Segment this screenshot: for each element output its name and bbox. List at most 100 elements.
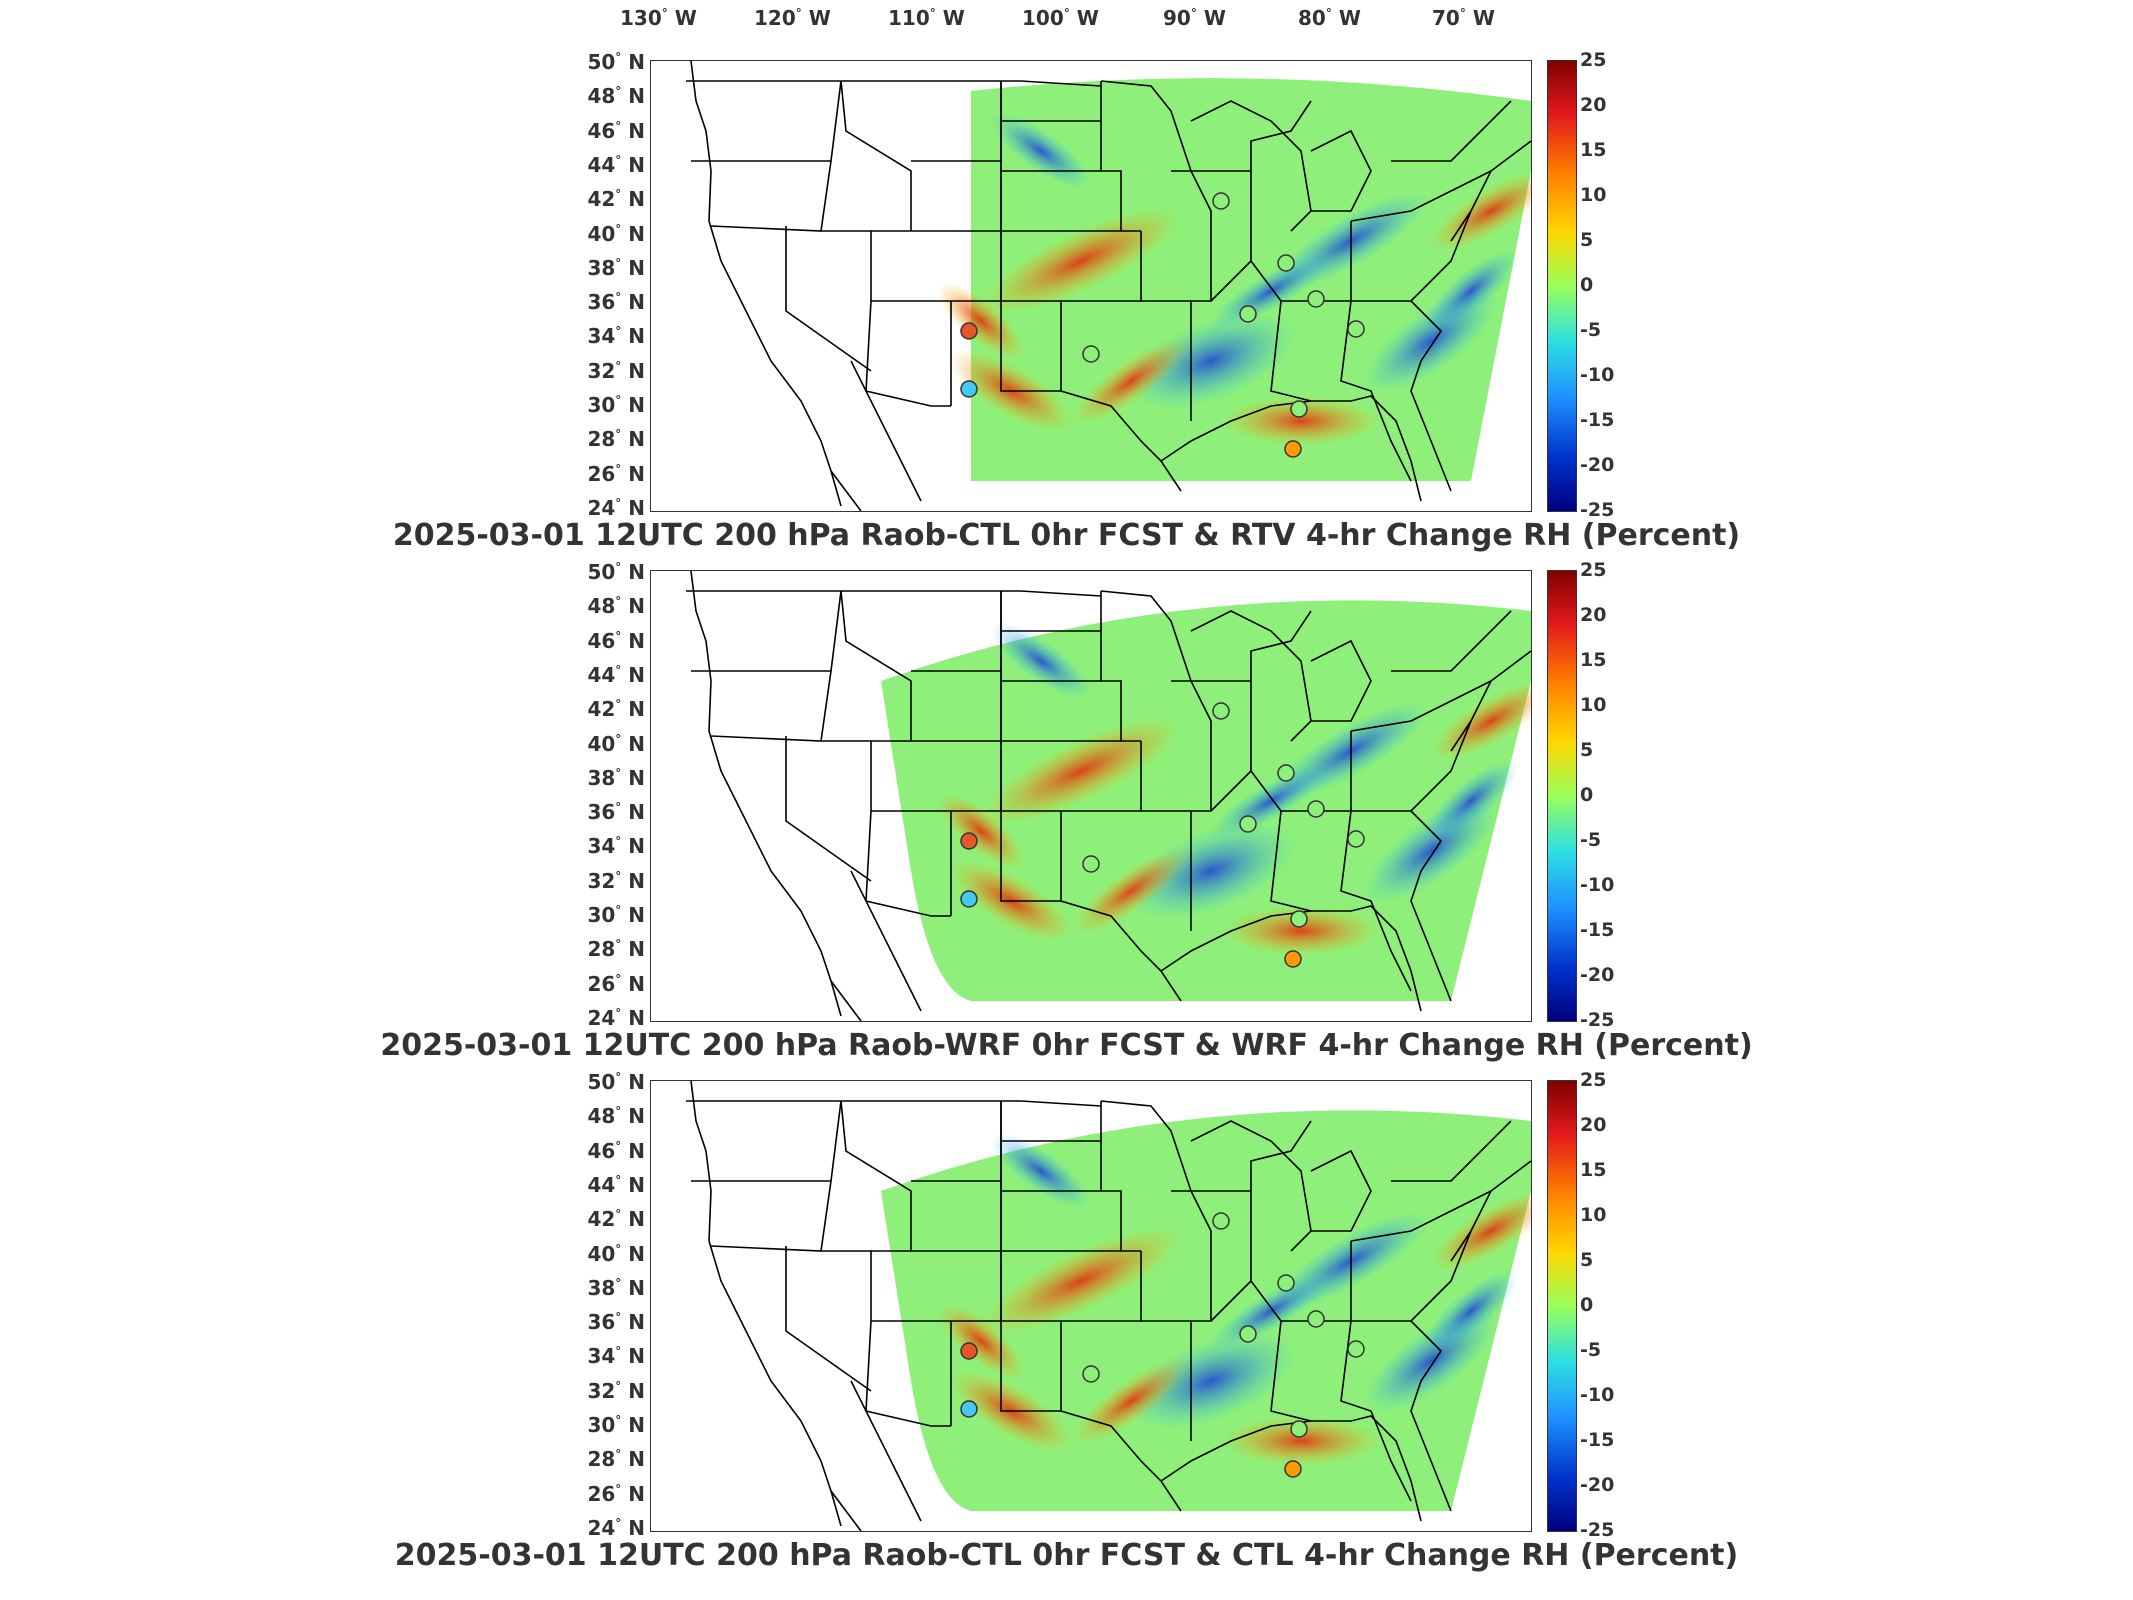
lon-label-110w: 110° W	[888, 6, 965, 30]
lat-label-24n: 24° N	[587, 496, 645, 520]
lat-label-36n: 36° N	[587, 290, 645, 315]
lat-label-48n: 48° N	[587, 594, 645, 619]
map-canvas	[686, 61, 1531, 511]
raob-station-marker	[1290, 400, 1308, 418]
lat-label-38n: 38° N	[587, 255, 645, 280]
lat-label-28n: 28° N	[587, 937, 645, 962]
lat-label-42n: 42° N	[587, 1207, 645, 1232]
colorbar	[1547, 570, 1577, 1022]
raob-station-marker	[1082, 345, 1100, 363]
colorbar-tick: -10	[1580, 874, 1615, 896]
panel-title: 2025-03-01 12UTC 200 hPa Raob-CTL 0hr FC…	[394, 1538, 1739, 1573]
colorbar-tick: -5	[1580, 319, 1602, 341]
panel-title: 2025-03-01 12UTC 200 hPa Raob-CTL 0hr FC…	[392, 518, 1741, 553]
colorbar-tick: -10	[1580, 364, 1615, 386]
raob-station-marker	[1212, 192, 1230, 210]
colorbar-tick: -15	[1580, 919, 1615, 941]
positive-anomaly	[1221, 906, 1381, 956]
model-domain	[881, 1110, 1531, 1511]
colorbar	[1547, 60, 1577, 512]
lat-label-50n: 50° N	[587, 1070, 645, 1094]
positive-anomaly	[980, 717, 1182, 825]
lat-label-28n: 28° N	[587, 1447, 645, 1472]
colorbar-tick: -20	[1580, 964, 1615, 986]
lat-label-26n: 26° N	[587, 1481, 645, 1506]
raob-station-marker	[1212, 1212, 1230, 1230]
lat-label-32n: 32° N	[587, 358, 645, 383]
raob-station-marker	[1307, 800, 1325, 818]
lat-label-36n: 36° N	[587, 1310, 645, 1335]
colorbar-tick: -25	[1580, 1009, 1615, 1031]
raob-stations	[960, 702, 1365, 968]
lat-label-42n: 42° N	[587, 697, 645, 722]
colorbar-tick: 20	[1580, 1114, 1607, 1136]
negative-anomaly	[1423, 1269, 1519, 1353]
colorbar-tick: -20	[1580, 454, 1615, 476]
map-canvas	[686, 571, 1531, 1021]
lat-label-40n: 40° N	[587, 731, 645, 756]
panel-ctl: 2025-03-01 12UTC 200 hPa Raob-CTL 0hr FC…	[0, 1069, 2133, 1592]
rh-change-field	[881, 1110, 1531, 1511]
raob-station-marker	[1347, 830, 1365, 848]
colorbar-tick: -25	[1580, 499, 1615, 521]
lat-label-46n: 46° N	[587, 1138, 645, 1163]
colorbar-tick: 0	[1580, 784, 1594, 806]
negative-anomaly	[1125, 822, 1297, 920]
colorbar-tick: 15	[1580, 139, 1607, 161]
lat-label-24n: 24° N	[587, 1006, 645, 1030]
map-frame	[650, 1080, 1532, 1532]
positive-anomaly	[1429, 681, 1531, 761]
colorbar-tick: 25	[1580, 1069, 1607, 1091]
raob-station-marker	[960, 1400, 978, 1418]
panel-wrf: 2025-03-01 12UTC 200 hPa Raob-WRF 0hr FC…	[0, 559, 2133, 1082]
lon-label-90w: 90° W	[1163, 6, 1226, 30]
raob-station-marker	[960, 832, 978, 850]
model-domain	[881, 600, 1531, 1001]
colorbar-tick: -25	[1580, 1519, 1615, 1541]
raob-station-marker	[1277, 764, 1295, 782]
raob-station-marker	[960, 380, 978, 398]
panel-title: 2025-03-01 12UTC 200 hPa Raob-WRF 0hr FC…	[380, 1028, 1753, 1063]
lat-label-30n: 30° N	[587, 903, 645, 928]
colorbar-tick: -20	[1580, 1474, 1615, 1496]
colorbar	[1547, 1080, 1577, 1532]
lat-label-30n: 30° N	[587, 393, 645, 418]
colorbar-tick: -15	[1580, 1429, 1615, 1451]
raob-station-marker	[1347, 320, 1365, 338]
colorbar-tick: -5	[1580, 1339, 1602, 1361]
lat-label-42n: 42° N	[587, 187, 645, 212]
lat-label-50n: 50° N	[587, 560, 645, 584]
colorbar-tick: -5	[1580, 829, 1602, 851]
lat-label-30n: 30° N	[587, 1413, 645, 1438]
colorbar-tick: 0	[1580, 274, 1594, 296]
colorbar-tick: 15	[1580, 1159, 1607, 1181]
raob-stations	[960, 192, 1365, 458]
raob-station-marker	[1277, 254, 1295, 272]
colorbar-tick: 5	[1580, 229, 1594, 251]
positive-anomaly	[1221, 396, 1381, 446]
lat-label-32n: 32° N	[587, 868, 645, 893]
lat-label-36n: 36° N	[587, 800, 645, 825]
raob-station-marker	[960, 322, 978, 340]
rh-change-field	[881, 600, 1531, 1001]
colorbar-tick: 25	[1580, 49, 1607, 71]
lat-label-34n: 34° N	[587, 834, 645, 859]
raob-station-marker	[960, 1342, 978, 1360]
lat-label-44n: 44° N	[587, 1172, 645, 1197]
lat-label-24n: 24° N	[587, 1516, 645, 1540]
colorbar-tick: 10	[1580, 1204, 1607, 1226]
state-boundaries	[686, 1081, 1531, 1531]
negative-anomaly	[990, 112, 1092, 190]
lat-label-28n: 28° N	[587, 427, 645, 452]
lon-label-130w: 130° W	[620, 6, 697, 30]
lat-label-44n: 44° N	[587, 662, 645, 687]
panel-rtv: 2025-03-01 12UTC 200 hPa Raob-CTL 0hr FC…	[0, 49, 2133, 572]
lat-label-44n: 44° N	[587, 152, 645, 177]
lat-label-34n: 34° N	[587, 1344, 645, 1369]
raob-station-marker	[1082, 1365, 1100, 1383]
negative-anomaly	[1423, 759, 1519, 843]
colorbar-tick: 5	[1580, 739, 1594, 761]
lat-label-26n: 26° N	[587, 461, 645, 486]
map-canvas	[686, 1081, 1531, 1531]
lat-label-40n: 40° N	[587, 221, 645, 246]
